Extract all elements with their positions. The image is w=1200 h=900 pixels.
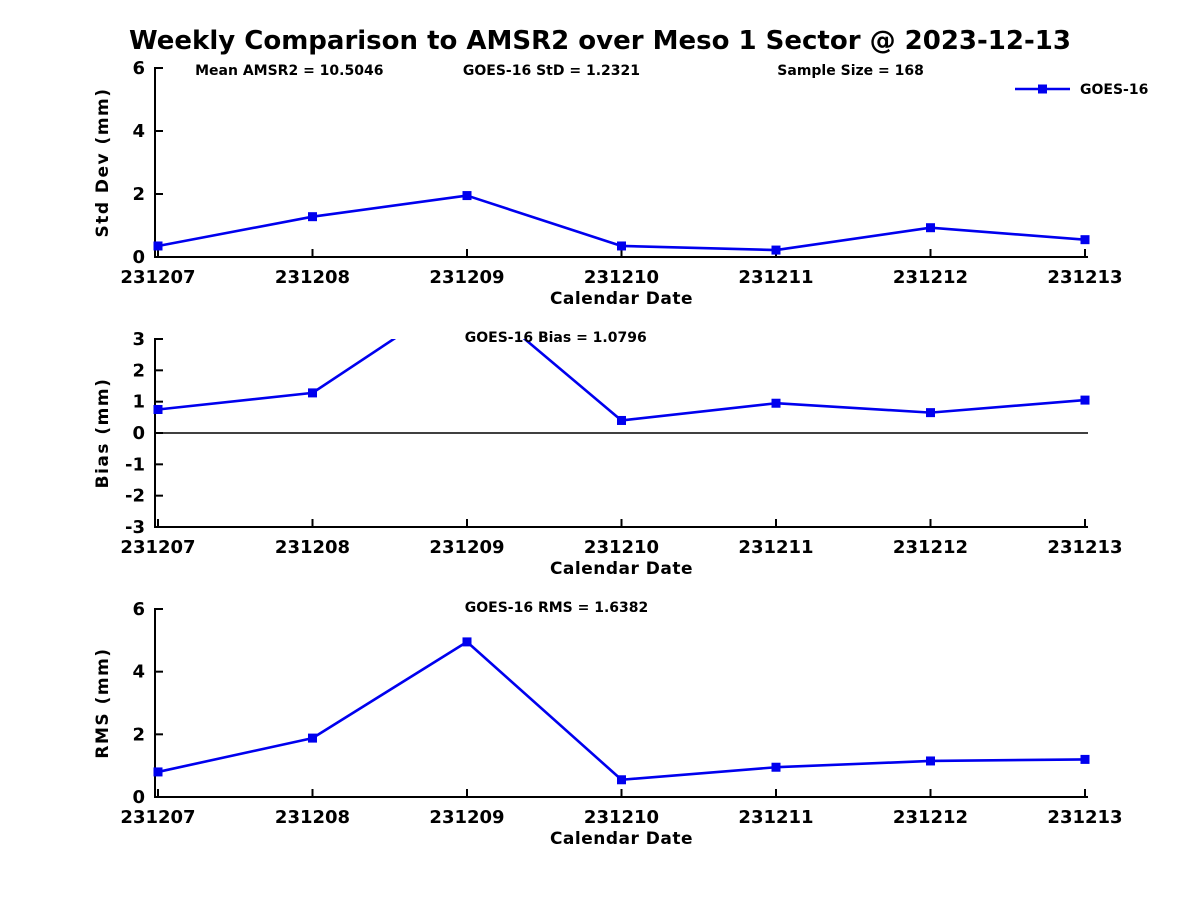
data-point-marker (462, 637, 472, 647)
data-point-marker (462, 191, 472, 201)
y-tick-label: 2 (132, 724, 145, 745)
y-tick-label: 0 (132, 247, 145, 268)
data-point-marker (617, 415, 626, 425)
y-tick-label: 0 (132, 787, 145, 808)
x-tick-label: 231208 (275, 267, 350, 288)
x-tick-label: 231210 (584, 537, 659, 558)
x-tick-label: 231213 (1047, 807, 1122, 828)
annotation-text: GOES-16 RMS = 1.6382 (465, 600, 649, 616)
x-tick-label: 231213 (1047, 537, 1122, 558)
x-tick-label: 231210 (584, 807, 659, 828)
x-tick-label: 231211 (738, 537, 813, 558)
legend-marker (1038, 84, 1047, 94)
x-tick-label: 231213 (1047, 267, 1122, 288)
annotation-text: Sample Size = 168 (777, 63, 924, 79)
x-axis-title: Calendar Date (550, 289, 693, 309)
data-point-marker (926, 408, 935, 418)
x-tick-label: 231211 (738, 267, 813, 288)
y-tick-label: 2 (132, 184, 145, 205)
x-tick-label: 231208 (275, 807, 350, 828)
y-tick-label: 4 (132, 662, 145, 683)
y-tick-label: 0 (132, 423, 145, 444)
y-tick-label: -1 (125, 454, 145, 475)
y-tick-label: 6 (132, 58, 145, 79)
annotation-text: GOES-16 StD = 1.2321 (463, 63, 640, 79)
x-tick-label: 231209 (429, 807, 504, 828)
data-point-marker (1080, 395, 1090, 405)
series-line (157, 339, 1086, 422)
data-point-marker (926, 756, 935, 766)
y-tick-label: -2 (125, 486, 145, 507)
x-tick-label: 231212 (893, 537, 968, 558)
data-point-marker (153, 405, 163, 414)
legend-label: GOES-16 (1080, 82, 1148, 98)
data-point-marker (308, 733, 317, 743)
x-tick-label: 231210 (584, 267, 659, 288)
data-point-marker (617, 241, 626, 251)
y-axis-title: Std Dev (mm) (93, 87, 113, 237)
data-point-marker (771, 762, 781, 772)
data-point-marker (153, 767, 163, 777)
y-tick-label: 6 (132, 599, 145, 620)
annotation-text: Mean AMSR2 = 10.5046 (195, 63, 383, 79)
data-point-marker (1080, 235, 1090, 245)
data-point-marker (1080, 754, 1090, 764)
x-axis-title: Calendar Date (550, 559, 693, 579)
x-tick-label: 231207 (120, 807, 195, 828)
annotation-text: GOES-16 Bias = 1.0796 (465, 330, 647, 346)
y-tick-label: -3 (125, 517, 145, 538)
x-tick-label: 231212 (893, 267, 968, 288)
data-point-marker (153, 241, 163, 251)
x-tick-label: 231212 (893, 807, 968, 828)
y-tick-label: 2 (132, 360, 145, 381)
y-tick-label: 3 (132, 329, 145, 350)
data-point-marker (308, 388, 317, 398)
data-point-marker (771, 245, 781, 255)
y-tick-label: 4 (132, 121, 145, 142)
y-axis-title: RMS (mm) (93, 647, 113, 758)
data-point-marker (308, 212, 317, 222)
y-tick-label: 1 (132, 392, 145, 413)
x-tick-label: 231207 (120, 267, 195, 288)
x-tick-label: 231211 (738, 807, 813, 828)
data-point-marker (926, 223, 935, 233)
x-axis-title: Calendar Date (550, 829, 693, 849)
data-point-marker (617, 775, 626, 785)
x-tick-label: 231209 (429, 267, 504, 288)
x-tick-label: 231209 (429, 537, 504, 558)
figure-title: Weekly Comparison to AMSR2 over Meso 1 S… (129, 26, 1071, 56)
x-tick-label: 231208 (275, 537, 350, 558)
data-point-marker (771, 398, 781, 408)
y-axis-title: Bias (mm) (93, 378, 113, 489)
x-tick-label: 231207 (120, 537, 195, 558)
series-line (157, 640, 1086, 782)
